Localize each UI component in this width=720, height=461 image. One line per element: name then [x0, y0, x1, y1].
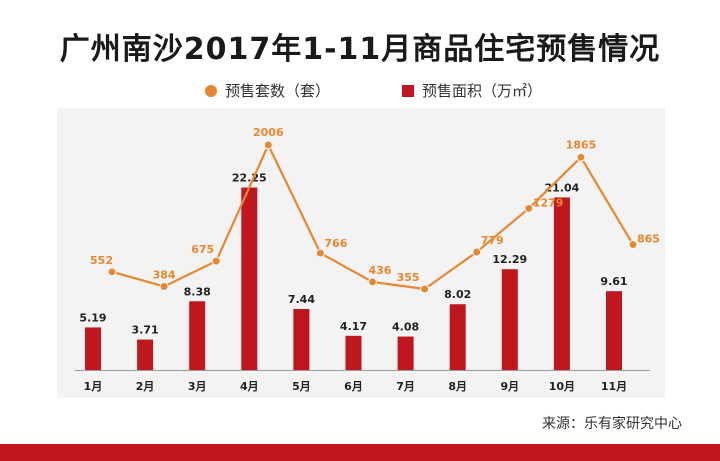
chart-title: 广州南沙2017年1-11月商品住宅预售情况	[59, 32, 661, 67]
line-value-label: 436	[369, 264, 392, 277]
bar-value-label: 5.19	[79, 311, 106, 324]
line-value-label: 1279	[533, 196, 564, 209]
line-point	[107, 267, 117, 277]
line-point	[368, 277, 377, 287]
x-tick-label: 5月	[292, 380, 311, 393]
line-point	[524, 203, 534, 213]
line-value-label: 766	[324, 237, 347, 250]
bar	[293, 308, 310, 370]
x-tick-label: 6月	[344, 380, 363, 393]
line-point	[472, 247, 482, 257]
line-value-label: 552	[90, 254, 113, 267]
bar-value-label: 7.44	[288, 293, 315, 306]
line-value-label: 355	[397, 271, 420, 284]
line-point	[159, 281, 169, 291]
line-value-label: 779	[481, 234, 504, 247]
bar	[241, 187, 258, 370]
x-tick-label: 11月	[601, 380, 627, 393]
legend-item-bar: 预售面积（万㎡）	[402, 80, 542, 101]
line-value-label: 384	[153, 268, 176, 281]
line-value-label: 1865	[566, 138, 597, 151]
bar	[345, 335, 362, 370]
legend-item-line: 预售套数（套）	[205, 80, 330, 101]
line-point	[263, 140, 273, 150]
x-tick-label: 1月	[84, 380, 103, 393]
bar	[501, 269, 518, 370]
bar	[189, 301, 206, 370]
line-point	[628, 240, 638, 250]
legend-bar-marker	[402, 84, 414, 97]
bar	[137, 339, 154, 370]
bar-value-label: 3.71	[132, 324, 159, 337]
bottom-bar	[0, 444, 720, 461]
line-value-label: 865	[637, 233, 660, 246]
legend-line-label: 预售套数（套）	[225, 82, 331, 100]
x-tick-label: 9月	[500, 380, 519, 393]
x-tick-label: 3月	[188, 380, 207, 393]
legend-line-marker	[205, 84, 217, 97]
x-tick-label: 8月	[448, 380, 467, 393]
line-point	[420, 284, 430, 294]
bar-value-label: 22.25	[232, 172, 267, 185]
x-tick-label: 4月	[240, 380, 259, 393]
bar	[397, 336, 414, 370]
line-value-label: 675	[191, 243, 214, 256]
bar-value-label: 8.38	[184, 285, 211, 298]
bar	[553, 197, 570, 370]
line-point	[211, 256, 221, 266]
line-point	[576, 152, 586, 162]
x-tick-label: 7月	[396, 380, 415, 393]
bar	[606, 291, 622, 370]
bar	[449, 304, 466, 370]
legend: 预售套数（套） 预售面积（万㎡）	[0, 80, 720, 102]
bar-value-label: 4.08	[392, 321, 419, 334]
bar-value-label: 4.17	[340, 320, 367, 333]
bar-value-label: 9.61	[600, 275, 627, 288]
bar	[85, 327, 101, 370]
x-tick-label: 10月	[549, 380, 575, 393]
source-note: 来源：乐有家研究中心	[542, 416, 682, 432]
legend-bar-label: 预售面积（万㎡）	[422, 82, 543, 100]
bar-value-label: 8.02	[444, 288, 471, 301]
line-value-label: 2006	[253, 126, 284, 139]
bar-value-label: 12.29	[492, 253, 527, 266]
line-point	[315, 248, 325, 258]
x-tick-label: 2月	[136, 380, 155, 393]
